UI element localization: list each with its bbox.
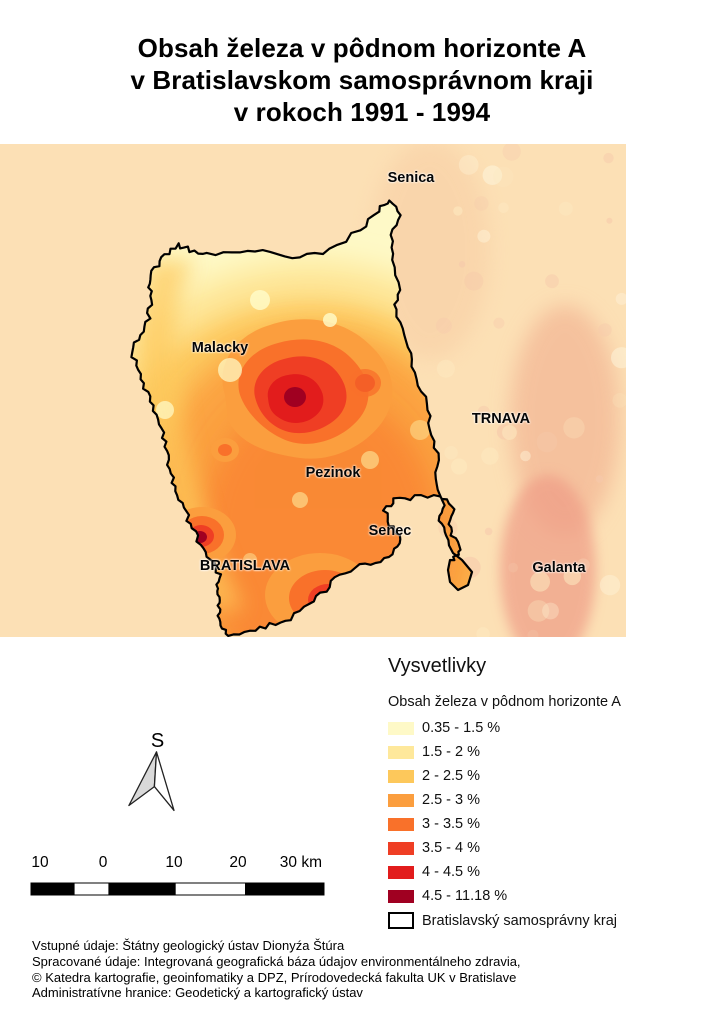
svg-text:20: 20	[229, 854, 247, 871]
svg-text:S: S	[151, 730, 164, 752]
svg-text:10: 10	[165, 854, 183, 871]
svg-text:30 km: 30 km	[280, 854, 322, 871]
svg-text:10: 10	[31, 854, 49, 871]
svg-text:0: 0	[99, 854, 108, 871]
